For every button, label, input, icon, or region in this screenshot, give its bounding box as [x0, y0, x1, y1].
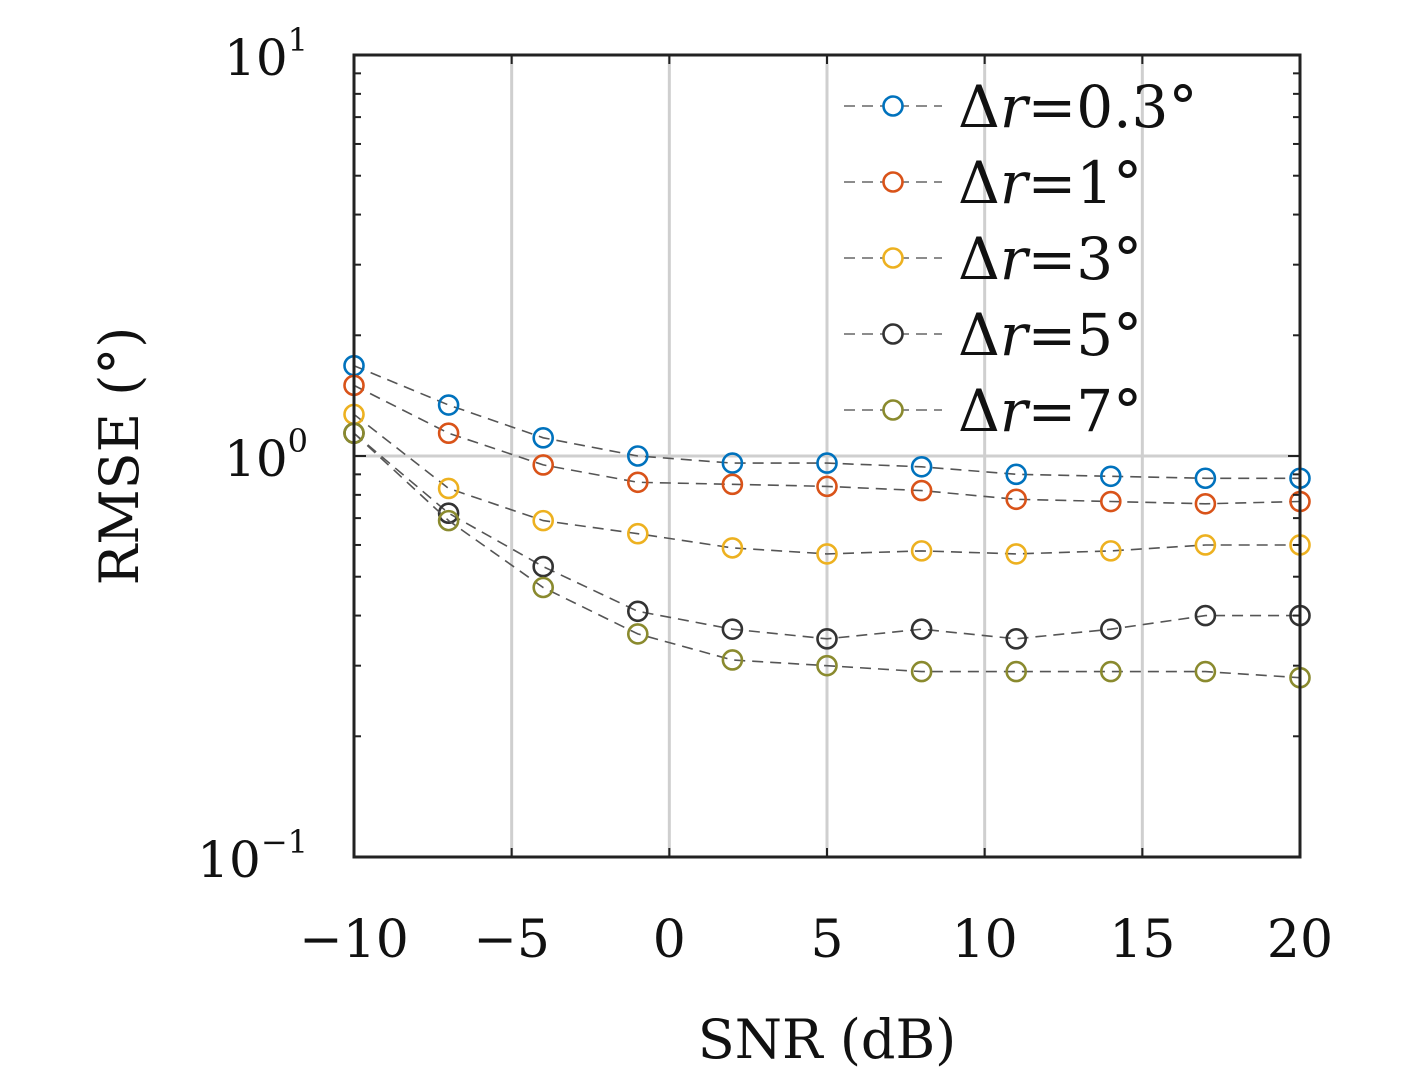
data-point: [721, 649, 744, 671]
data-point: [910, 618, 933, 640]
data-point: [1194, 604, 1217, 627]
y-axis-title: RMSE (°): [88, 327, 151, 586]
legend-marker: [882, 95, 904, 117]
data-point: [816, 452, 838, 474]
data-point: [910, 660, 933, 683]
series-line: [353, 432, 1300, 640]
series-1: [343, 354, 1311, 490]
data-point: [816, 475, 838, 498]
legend-marker: [882, 247, 904, 269]
axis-ticks: [353, 54, 1301, 858]
x-tick-label: −5: [473, 910, 550, 970]
x-tick-labels: −10 −5 0 5 10 15 20: [299, 910, 1333, 970]
data-point: [532, 509, 555, 532]
x-axis-title: SNR (dB): [698, 1008, 956, 1071]
series-line: [353, 364, 1300, 480]
data-point: [532, 555, 555, 578]
y-tick-label: 100: [224, 422, 308, 488]
series-4: [343, 422, 1311, 650]
y-tick-labels: 101 100 10−1: [197, 21, 308, 889]
legend-label: Δr=1°: [958, 149, 1142, 217]
x-tick-label: 20: [1267, 910, 1333, 970]
legend-label: Δr=5°: [958, 301, 1142, 369]
legend-label: Δr=0.3°: [958, 73, 1197, 141]
data-point: [1194, 492, 1217, 515]
data-point: [1100, 618, 1122, 640]
data-point: [1100, 660, 1122, 683]
x-tick-label: 10: [952, 910, 1018, 970]
data-point: [626, 623, 649, 645]
data-point: [626, 522, 649, 545]
x-tick-label: −10: [299, 910, 409, 970]
y-tick-label: 101: [224, 21, 308, 87]
data-point: [1194, 660, 1217, 683]
series-5: [343, 422, 1311, 689]
legend: Δr=0.3° Δr=1° Δr=3° Δr=5° Δr=7°: [844, 73, 1197, 445]
data-point: [1005, 660, 1028, 683]
data-point: [626, 471, 649, 494]
data-point: [437, 394, 460, 416]
data-point: [1100, 540, 1122, 562]
legend-entry: Δr=1°: [844, 149, 1142, 217]
series-3: [343, 403, 1311, 565]
legend-marker: [882, 399, 904, 421]
data-point: [626, 600, 649, 623]
data-point: [910, 540, 933, 562]
legend-label: Δr=3°: [958, 225, 1142, 293]
legend-label: Δr=7°: [958, 377, 1142, 445]
x-tick-label: 0: [653, 910, 686, 970]
data-point: [626, 445, 649, 467]
legend-entry: Δr=3°: [844, 225, 1142, 293]
data-point: [1100, 490, 1122, 513]
legend-entry: Δr=5°: [844, 301, 1142, 369]
grid: [354, 55, 1300, 857]
data-point: [721, 473, 744, 496]
data-point: [1005, 488, 1028, 511]
data-point: [1005, 628, 1028, 650]
data-point: [437, 502, 460, 525]
data-point: [1005, 463, 1028, 486]
legend-entry: Δr=7°: [844, 377, 1142, 445]
x-tick-label: 5: [810, 910, 843, 970]
data-point: [816, 628, 838, 650]
data-point: [1100, 465, 1122, 488]
data-point: [437, 509, 460, 532]
data-point: [1194, 534, 1217, 556]
x-tick-label: 15: [1109, 910, 1175, 970]
y-tick-label: 10−1: [197, 823, 308, 889]
data-point: [532, 576, 555, 599]
data-point: [721, 537, 744, 559]
data-point: [721, 452, 744, 474]
data-point: [532, 454, 555, 476]
legend-entry: Δr=0.3°: [844, 73, 1197, 141]
series-line: [353, 432, 1301, 679]
data-point: [910, 479, 933, 502]
data-point: [1005, 543, 1028, 565]
legend-marker: [882, 171, 904, 193]
data-point: [532, 427, 555, 449]
data-point: [721, 618, 744, 640]
data-point: [910, 455, 933, 478]
series-line: [353, 384, 1301, 505]
legend-marker: [882, 323, 904, 345]
data-point: [1194, 467, 1217, 490]
data-point: [816, 543, 838, 565]
series-line: [353, 413, 1300, 555]
data-point: [437, 477, 460, 500]
data-point: [816, 654, 838, 677]
data-point: [437, 422, 460, 444]
